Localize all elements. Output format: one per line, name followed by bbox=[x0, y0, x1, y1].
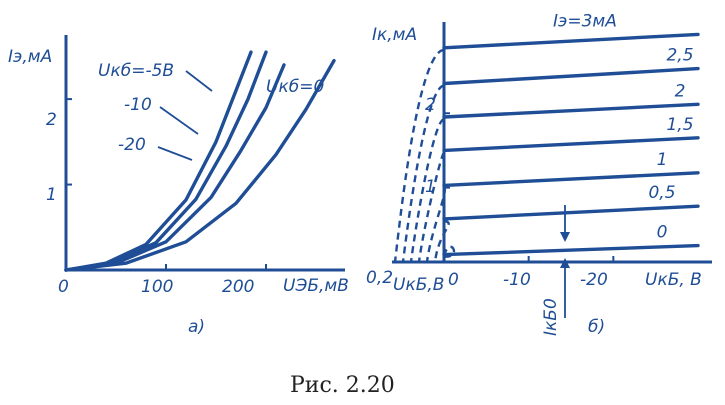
chart-b-annotation-arrowhead-up bbox=[560, 258, 570, 268]
chart-b-y-axis-label: Iк,мА bbox=[372, 25, 417, 45]
chart-b-series-line-0 bbox=[442, 243, 700, 257]
chart-a-x-tick-label: 200 bbox=[222, 277, 254, 297]
chart-a-series-line-20 bbox=[64, 63, 286, 272]
chart-b-left-x-tick-label: 0,2 bbox=[366, 268, 393, 288]
chart-a-series-line-u-5 bbox=[64, 50, 253, 272]
chart-b: Iк,мА UкБ, В UкБ,В 0,2 0 -10 -20 1 2 IкБ… bbox=[366, 11, 712, 337]
chart-b-series-label-2: 2 bbox=[675, 81, 686, 101]
chart-b-series-line-2 bbox=[442, 102, 700, 119]
chart-a-series-label-zero: Uкб=0 bbox=[266, 77, 324, 97]
chart-b-x-axis-label: UкБ, В bbox=[645, 270, 702, 290]
chart-b-series-label-0: 0 bbox=[657, 223, 668, 243]
chart-a-y-axis-label: Iэ,мА bbox=[8, 47, 52, 67]
chart-b-dashed-curve-1 bbox=[425, 186, 447, 263]
chart-b-series-line-2-5 bbox=[442, 66, 700, 86]
chart-b-series-line-0-5 bbox=[442, 204, 700, 221]
chart-a-series-label-minus5: Uкб=-5В bbox=[98, 61, 174, 81]
chart-b-annotation-arrowhead-down bbox=[560, 232, 570, 242]
chart-b-series-line-i-3 bbox=[442, 32, 700, 50]
chart-a-x-tick-label: 0 bbox=[58, 277, 69, 297]
chart-b-dashed-curve-2 bbox=[409, 117, 445, 263]
figure-caption: Рис. 2.20 bbox=[290, 373, 395, 398]
chart-a-x-tick-label: 100 bbox=[141, 277, 173, 297]
chart-b-dashed-curve-1-5 bbox=[417, 151, 446, 263]
chart-a-panel-label: а) bbox=[188, 317, 205, 337]
chart-a-leader-line bbox=[157, 146, 193, 161]
chart-b-annotation-label: IкБ0 bbox=[541, 298, 561, 336]
chart-b-x-tick-label: -10 bbox=[503, 270, 531, 290]
chart-b-left-x-axis-label: UкБ,В bbox=[393, 275, 444, 295]
chart-b-panel-label: б) bbox=[588, 317, 605, 337]
chart-a: Iэ,мА UЭБ,мВ 0 100 200 1 2 Uкб=-5В -10 -… bbox=[8, 35, 349, 337]
chart-b-series-label-0-5: 0,5 bbox=[648, 183, 675, 203]
chart-b-x-tick-label: 0 bbox=[448, 270, 459, 290]
chart-b-x-tick-label: -20 bbox=[580, 270, 608, 290]
chart-b-series-label-1-5: 1,5 bbox=[666, 115, 693, 135]
chart-b-series-line-1 bbox=[442, 171, 700, 188]
chart-a-y-tick-label: 2 bbox=[46, 110, 57, 130]
chart-a-leader-line bbox=[185, 70, 213, 92]
chart-a-series-line-u-0 bbox=[64, 58, 336, 272]
chart-b-series-label-i-3: Iэ=3мА bbox=[553, 11, 617, 31]
chart-b-series-label-2-5: 2,5 bbox=[666, 46, 693, 66]
chart-a-leader-line bbox=[159, 106, 199, 135]
chart-b-dashed-curve-i-3 bbox=[393, 48, 445, 263]
chart-b-series-line-1-5 bbox=[442, 136, 700, 153]
chart-a-series-label-minus20: -20 bbox=[118, 135, 146, 155]
chart-a-x-axis-label: UЭБ,мВ bbox=[283, 276, 349, 296]
chart-b-dashed-curve-0 bbox=[441, 245, 456, 263]
chart-b-dashed-curve-0-5 bbox=[433, 219, 450, 263]
chart-a-series-label-minus10: -10 bbox=[124, 95, 152, 115]
chart-b-y-tick-label: 1 bbox=[425, 177, 436, 197]
chart-a-y-tick-label: 1 bbox=[46, 185, 57, 205]
chart-b-series-label-1: 1 bbox=[657, 150, 668, 170]
